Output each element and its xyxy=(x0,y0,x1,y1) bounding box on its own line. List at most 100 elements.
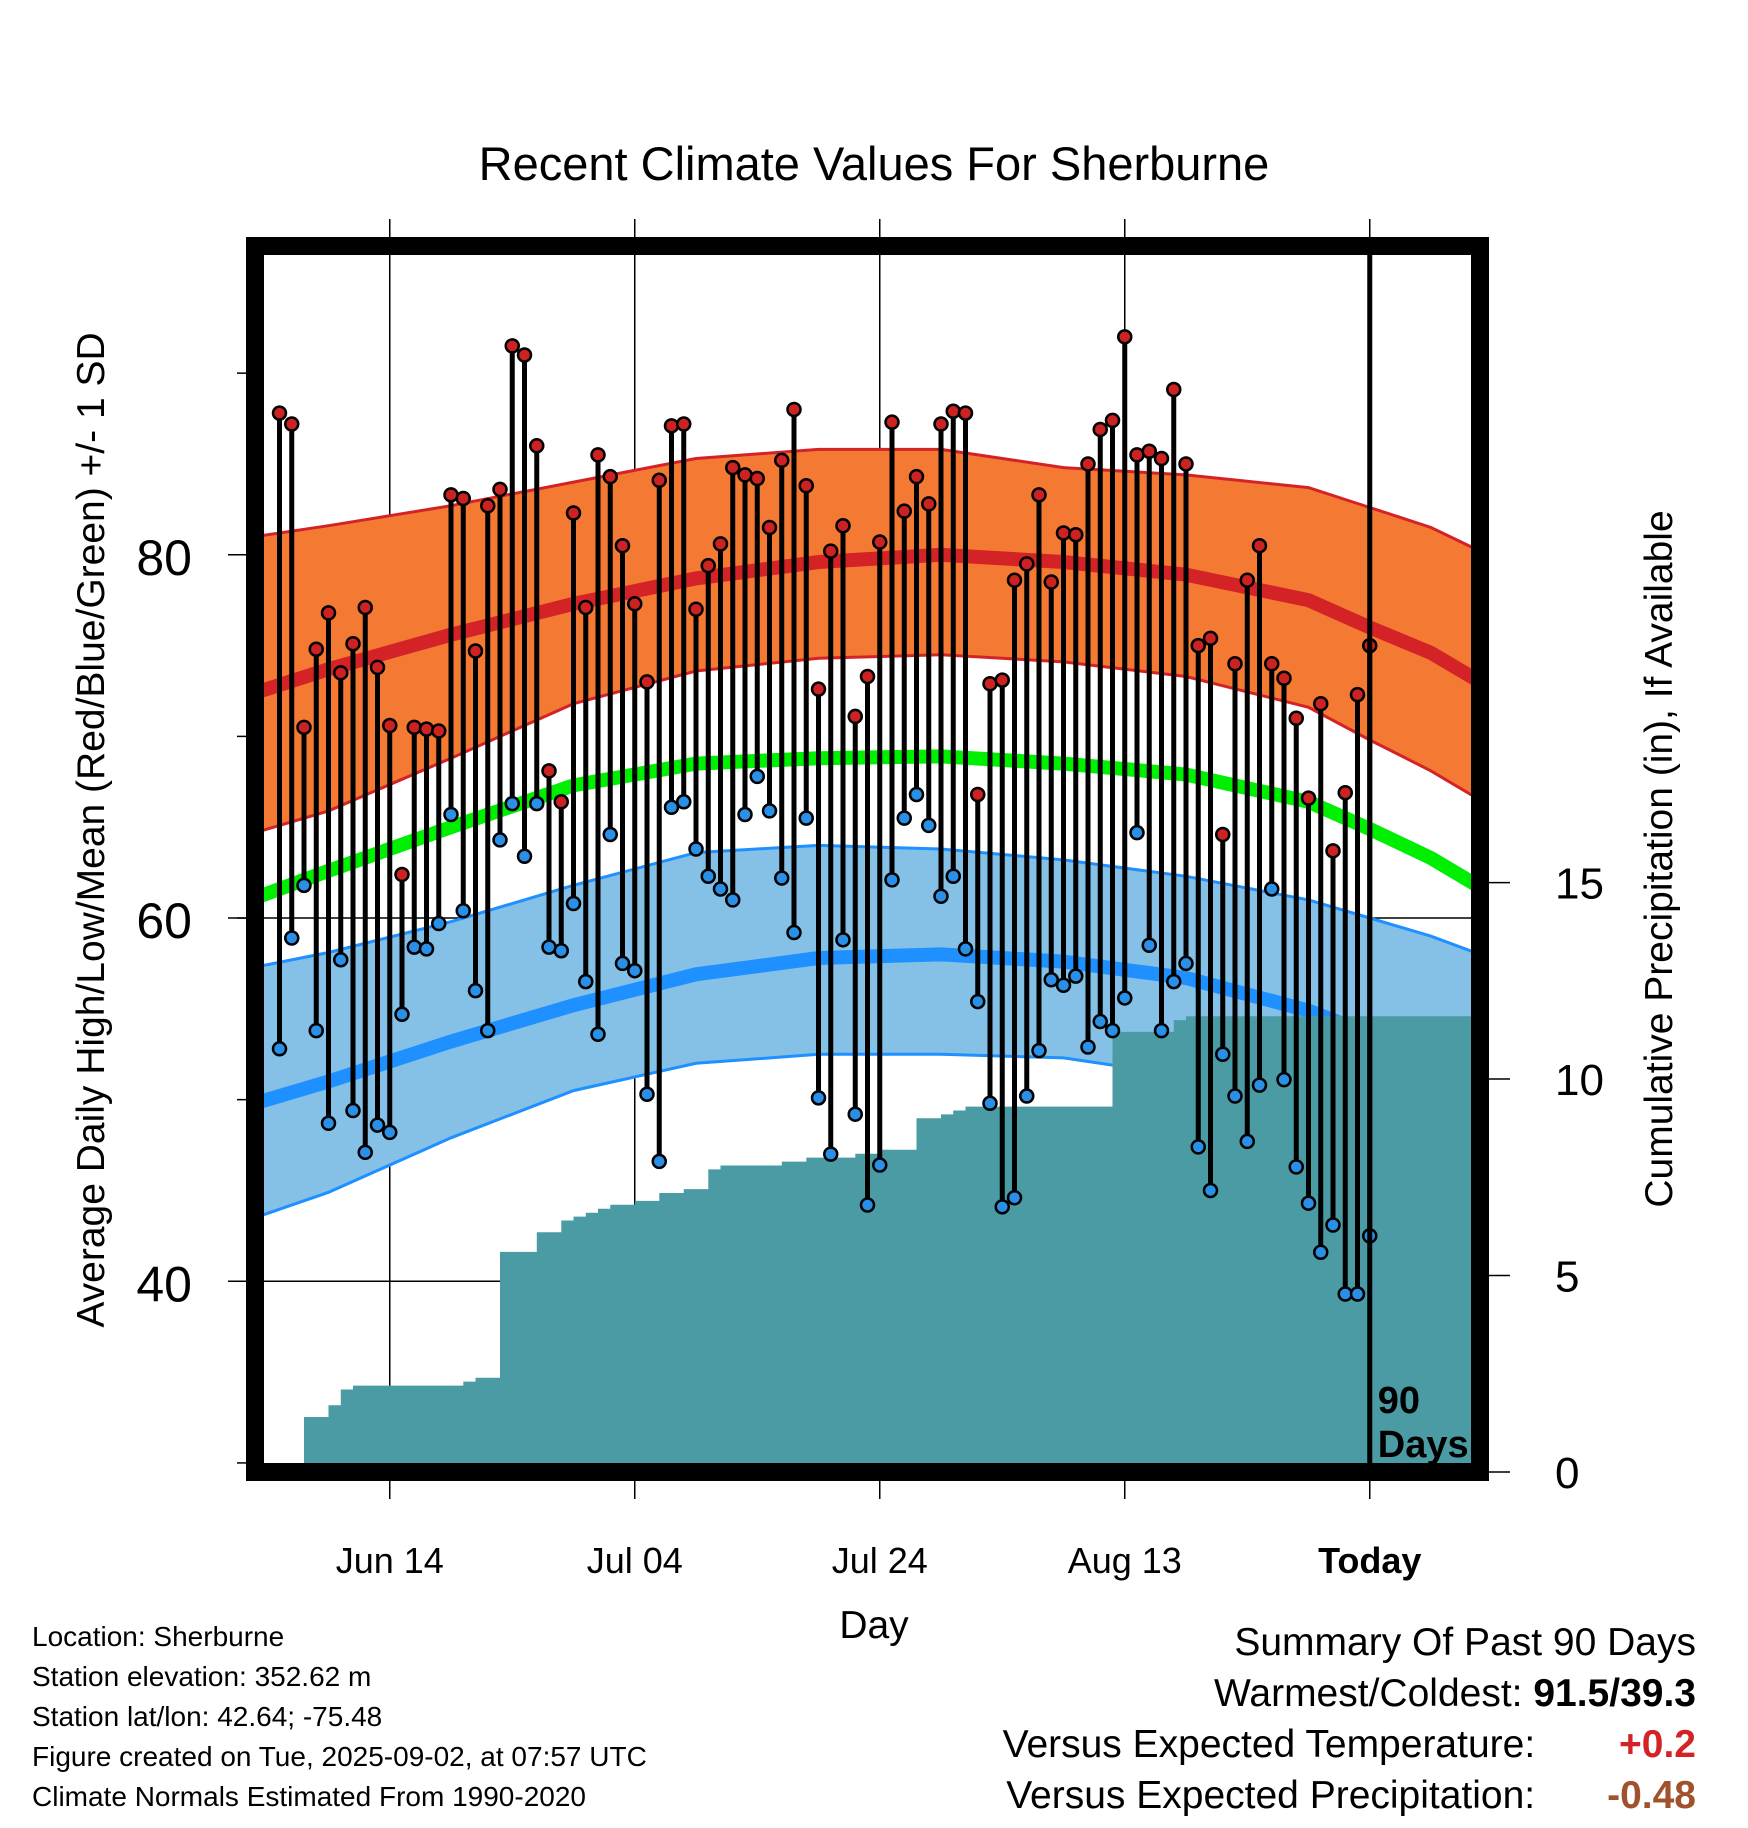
daily-high-point xyxy=(700,557,716,574)
daily-high-point xyxy=(1325,843,1341,859)
daily-high-point xyxy=(1202,630,1219,647)
daily-low-point xyxy=(1092,1013,1108,1030)
daily-high-point xyxy=(1215,826,1231,843)
x-tick-label: Today xyxy=(1318,1540,1421,1581)
y2-tick-label: 5 xyxy=(1555,1253,1579,1302)
daily-low-point xyxy=(271,1041,288,1057)
daily-low-point xyxy=(810,1090,827,1106)
days-annotation: 90 xyxy=(1378,1380,1420,1422)
summary-heading: Summary Of Past 90 Days xyxy=(1234,1621,1696,1664)
daily-low-point xyxy=(933,888,949,904)
daily-low-point xyxy=(529,795,545,812)
daily-low-point xyxy=(1202,1182,1219,1199)
daily-high-point xyxy=(1276,670,1292,687)
daily-high-point xyxy=(602,468,618,485)
precip-area xyxy=(267,1016,1480,1472)
daily-high-point xyxy=(443,487,459,503)
daily-high-point xyxy=(284,416,300,432)
daily-high-point xyxy=(492,481,508,498)
daily-high-point xyxy=(676,416,692,432)
daily-low-point xyxy=(1190,1139,1206,1155)
daily-low-point xyxy=(541,939,557,955)
daily-low-point xyxy=(725,892,741,908)
daily-low-point xyxy=(774,870,790,886)
temp-label: Versus Expected Temperature: xyxy=(1002,1723,1536,1766)
daily-high-point xyxy=(455,490,471,507)
daily-high-point xyxy=(921,496,937,512)
daily-high-point xyxy=(663,418,680,434)
daily-low-point xyxy=(908,786,925,803)
daily-low-point xyxy=(786,924,802,941)
daily-low-point xyxy=(590,1026,606,1043)
daily-high-point xyxy=(431,723,447,739)
daily-low-point xyxy=(994,1199,1010,1215)
y-tick-label: 40 xyxy=(136,1256,192,1312)
daily-low-point xyxy=(835,932,851,948)
daily-high-point xyxy=(1264,655,1280,672)
daily-high-point xyxy=(553,794,569,810)
daily-low-point xyxy=(1031,1042,1047,1059)
daily-low-point xyxy=(798,810,814,826)
temp-value: +0.2 xyxy=(1619,1723,1696,1766)
daily-low-point xyxy=(504,795,520,812)
daily-low-point xyxy=(1104,1022,1121,1039)
daily-high-point xyxy=(896,503,912,519)
daily-low-point xyxy=(357,1144,373,1161)
daily-low-point xyxy=(639,1086,655,1102)
created-text: Figure created on Tue, 2025-09-02, at 07… xyxy=(32,1741,647,1772)
daily-high-point xyxy=(590,447,606,463)
daily-high-point xyxy=(1153,450,1170,467)
daily-high-point xyxy=(529,438,545,454)
daily-high-point xyxy=(1239,572,1255,588)
daily-low-point xyxy=(663,799,680,815)
daily-low-point xyxy=(369,1117,386,1133)
daily-high-point xyxy=(1092,421,1108,438)
daily-low-point xyxy=(1239,1133,1255,1150)
daily-low-point xyxy=(872,1157,888,1173)
daily-low-point xyxy=(1300,1195,1317,1211)
daily-low-point xyxy=(1141,937,1157,954)
daily-high-point xyxy=(639,674,655,690)
daily-low-point xyxy=(957,941,974,957)
daily-low-point xyxy=(749,768,765,785)
daily-high-point xyxy=(308,641,324,657)
daily-low-point xyxy=(1276,1071,1292,1088)
daily-high-point xyxy=(908,468,925,485)
daily-low-point xyxy=(847,1106,863,1122)
daily-high-point xyxy=(1178,456,1194,472)
latlon-text: Station lat/lon: 42.64; -75.48 xyxy=(32,1701,383,1732)
daily-low-point xyxy=(884,872,900,888)
daily-low-point xyxy=(1166,973,1182,990)
daily-low-point xyxy=(1129,824,1145,841)
daily-high-point xyxy=(823,543,839,559)
daily-low-point xyxy=(320,1115,337,1132)
daily-high-point xyxy=(884,414,900,430)
daily-high-point xyxy=(1227,655,1243,672)
daily-low-point xyxy=(602,826,618,843)
daily-low-point xyxy=(1288,1159,1304,1175)
daily-low-point xyxy=(761,803,778,819)
daily-high-point xyxy=(504,338,520,354)
daily-high-point xyxy=(1043,574,1059,590)
days-annotation: Days xyxy=(1378,1424,1469,1466)
daily-low-point xyxy=(1153,1022,1170,1039)
temp-row: Versus Expected Temperature: +0.2 xyxy=(1003,1719,1696,1770)
daily-high-point xyxy=(345,636,361,652)
daily-high-point xyxy=(369,659,386,676)
summary-panel: Summary Of Past 90 Days Warmest/Coldest:… xyxy=(1003,1617,1696,1821)
elevation-text: Station elevation: 352.62 m xyxy=(32,1661,372,1692)
daily-low-point xyxy=(982,1095,998,1112)
daily-low-point xyxy=(627,962,643,979)
warm-cold-row: Warmest/Coldest: 91.5/39.3 xyxy=(1003,1668,1696,1719)
daily-high-point xyxy=(296,719,312,736)
daily-high-point xyxy=(394,866,410,883)
daily-high-point xyxy=(1006,572,1023,588)
daily-high-point xyxy=(565,505,582,521)
daily-low-point xyxy=(1325,1217,1341,1233)
x-tick-label: Aug 13 xyxy=(1068,1540,1182,1581)
daily-low-point xyxy=(676,794,692,810)
daily-high-point xyxy=(749,470,765,487)
normals-text: Climate Normals Estimated From 1990-2020 xyxy=(32,1781,586,1812)
daily-high-point xyxy=(872,534,888,550)
